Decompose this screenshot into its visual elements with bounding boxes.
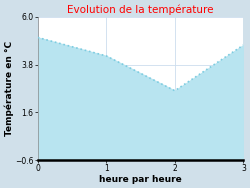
Y-axis label: Température en °C: Température en °C (4, 41, 14, 136)
Title: Evolution de la température: Evolution de la température (67, 4, 214, 15)
X-axis label: heure par heure: heure par heure (99, 175, 182, 184)
